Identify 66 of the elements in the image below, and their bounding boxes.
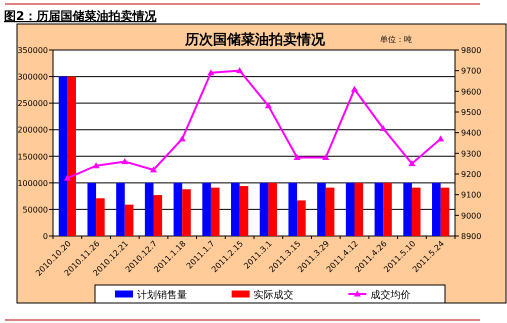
bar	[116, 182, 125, 236]
bar	[210, 188, 220, 236]
legend-label: 实际成交	[254, 289, 294, 301]
bar	[202, 182, 211, 236]
legend-label: 成交均价	[370, 289, 410, 301]
bar	[231, 182, 240, 236]
point	[121, 158, 128, 164]
y2-tick-label: 9000	[461, 211, 482, 220]
bar	[124, 204, 134, 236]
bar	[268, 182, 277, 236]
point	[264, 102, 272, 108]
bar	[174, 182, 182, 236]
y2-tick-label: 9800	[461, 46, 482, 55]
bar	[87, 182, 96, 236]
y2-tick-label: 9100	[461, 190, 482, 200]
bar	[374, 182, 384, 236]
point	[437, 135, 444, 142]
y-tick-label: 350000	[17, 46, 48, 55]
bar	[240, 186, 248, 236]
bar	[412, 188, 421, 236]
point	[380, 125, 387, 132]
bar	[96, 198, 105, 236]
bar	[440, 188, 450, 236]
y2-tick-label: 9700	[461, 66, 482, 76]
y-tick-label: 150000	[17, 152, 48, 162]
bar	[288, 182, 298, 236]
y2-tick-label: 9600	[461, 87, 482, 96]
y2-tick-label: 9200	[461, 170, 482, 179]
point	[178, 135, 186, 142]
point	[207, 69, 214, 76]
bar	[317, 182, 326, 236]
bar	[144, 182, 154, 236]
point	[92, 162, 100, 168]
y-tick-label: 100000	[17, 178, 48, 188]
bar	[154, 195, 162, 236]
bar	[182, 189, 191, 236]
point	[150, 166, 157, 172]
y2-tick-label: 9400	[461, 128, 482, 138]
bar	[326, 188, 334, 236]
chart-subtitle: 单位：吨	[380, 35, 412, 44]
y-tick-label: 200000	[17, 126, 48, 135]
point	[322, 154, 330, 160]
point	[236, 67, 244, 74]
bar	[67, 76, 76, 236]
bar	[403, 182, 412, 236]
y-tick-label: 250000	[17, 99, 48, 108]
bar	[346, 182, 354, 236]
bar	[383, 182, 392, 236]
bar	[297, 200, 306, 236]
legend-label: 计划销售量	[137, 289, 187, 301]
chart-title: 历次国储菜油拍卖情况	[184, 32, 326, 48]
bar	[354, 182, 364, 236]
y-tick-label: 300000	[17, 72, 48, 82]
y-tick-label: 0	[42, 232, 48, 241]
y2-tick-label: 9500	[461, 108, 482, 117]
point	[408, 160, 416, 166]
point	[294, 154, 301, 160]
y-tick-label: 50000	[22, 205, 48, 214]
y2-tick-label: 8900	[461, 232, 482, 241]
bar	[432, 182, 441, 236]
y2-tick-label: 9300	[461, 149, 482, 158]
point	[64, 174, 71, 181]
point	[351, 86, 358, 92]
bar	[260, 182, 268, 236]
bar	[58, 76, 68, 236]
annotation: 图2：历届国储菜油拍卖情况	[4, 9, 156, 23]
